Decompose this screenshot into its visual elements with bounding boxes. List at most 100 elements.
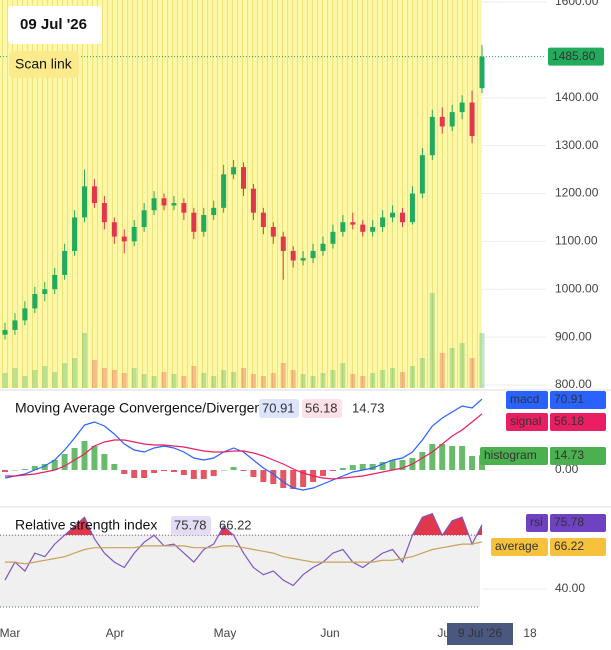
histogram-bar	[260, 470, 267, 482]
volume-bar	[111, 370, 117, 388]
legend-value: 14.73	[352, 400, 385, 415]
macd-line	[4, 398, 483, 491]
histogram-bar	[71, 448, 78, 470]
volume-bar	[340, 363, 346, 388]
legend-name: rsi	[530, 515, 543, 529]
histogram-bar	[270, 470, 277, 484]
crosshair-label: 9 Jul '26	[458, 626, 503, 640]
volume-bar	[211, 376, 217, 388]
x-tick-label: Mar	[0, 626, 20, 640]
legend-name: average	[495, 539, 539, 553]
candle-body	[121, 236, 127, 242]
volume-bar	[250, 374, 256, 388]
volume-bar	[449, 348, 455, 388]
candle-body	[231, 167, 237, 175]
histogram-bar	[240, 470, 247, 471]
histogram-bar	[41, 464, 48, 470]
candle-body	[469, 102, 475, 137]
histogram-bar	[389, 460, 396, 470]
histogram-bar	[11, 470, 18, 471]
candle-body	[131, 227, 137, 242]
legend-value: 56.18	[305, 400, 338, 415]
legend-value-bg	[259, 399, 299, 418]
scan-link[interactable]: Scan link	[15, 56, 73, 72]
candle-body	[32, 294, 38, 309]
y-tick-label: 1300.00	[555, 138, 599, 152]
legend-last-value: 75.78	[554, 515, 584, 529]
candle-body	[2, 329, 8, 335]
histogram-bar	[250, 470, 257, 477]
volume-bar	[409, 366, 415, 388]
legend-last-value-bg	[550, 538, 606, 556]
candle-body	[400, 212, 405, 223]
candle-body	[12, 320, 18, 330]
histogram-bar	[290, 470, 297, 489]
histogram-bar	[359, 464, 366, 470]
histogram-bar	[81, 441, 88, 470]
candle-body	[300, 258, 306, 261]
candle-body	[151, 198, 157, 211]
volume-bar	[290, 370, 296, 388]
legend-value: 70.91	[262, 400, 295, 415]
candle-body	[260, 212, 266, 228]
x-tick-label: Jun	[320, 626, 339, 640]
histogram-bar	[369, 464, 376, 470]
volume-bar	[260, 376, 266, 388]
volume-bar	[429, 293, 435, 388]
candle-body	[161, 198, 167, 206]
y-tick-label: 1400.00	[555, 90, 599, 104]
histogram-bar	[349, 465, 356, 470]
candle-body	[221, 174, 227, 208]
crosshair-label-bg	[447, 623, 513, 645]
candle-body	[62, 250, 68, 275]
histogram-bar	[51, 460, 58, 470]
macd-line	[5, 413, 483, 480]
volume-bar	[280, 363, 286, 388]
volume-bar	[459, 343, 465, 388]
candle-body	[171, 203, 177, 206]
candle-body	[201, 215, 207, 232]
legend-value: 75.78	[174, 517, 207, 532]
histogram-bar	[419, 452, 426, 470]
volume-bar	[231, 372, 237, 388]
histogram-bar	[61, 454, 68, 470]
last-price-label-bg	[548, 47, 604, 66]
candle-body	[419, 155, 425, 194]
histogram-bar	[469, 456, 476, 470]
pane-title: Moving Average Convergence/Divergence	[15, 400, 277, 416]
histogram-bar	[151, 470, 158, 473]
volume-bar	[42, 366, 48, 388]
histogram-bar	[220, 470, 227, 471]
last-price-label: 1485.80	[552, 49, 596, 63]
histogram-bar	[2, 470, 8, 472]
x-tick-label: 18	[523, 626, 537, 640]
pane-title: Relative strength index	[15, 517, 157, 533]
y-tick-label: 1100.00	[555, 234, 598, 248]
legend-last-value: 56.18	[554, 414, 584, 428]
legend-name: signal	[510, 414, 541, 428]
volume-bar	[360, 376, 366, 388]
histogram-bar	[141, 470, 148, 478]
volume-bar	[62, 363, 68, 388]
volume-bar	[221, 370, 227, 388]
volume-bar	[330, 370, 336, 388]
legend-last-value: 66.22	[554, 539, 584, 553]
histogram-bar	[439, 444, 446, 470]
histogram-bar	[449, 446, 456, 470]
candle-body	[320, 243, 326, 251]
candle-body	[380, 217, 386, 228]
volume-bar	[479, 333, 485, 388]
volume-bar	[419, 358, 425, 388]
scan-link-box[interactable]	[9, 51, 79, 78]
legend-name-bg	[506, 391, 548, 409]
y-tick-label: 40.00	[555, 581, 585, 595]
legend-name-bg	[480, 447, 548, 465]
histogram-bar	[101, 454, 108, 470]
date-box	[8, 6, 102, 44]
legend-name-bg	[491, 538, 548, 556]
y-tick-label: 0.00	[555, 462, 579, 476]
histogram-bar	[121, 470, 128, 474]
date-label: 09 Jul '26	[20, 16, 87, 33]
legend-last-value: 14.73	[554, 448, 584, 462]
legend-last-value-bg	[550, 447, 606, 465]
